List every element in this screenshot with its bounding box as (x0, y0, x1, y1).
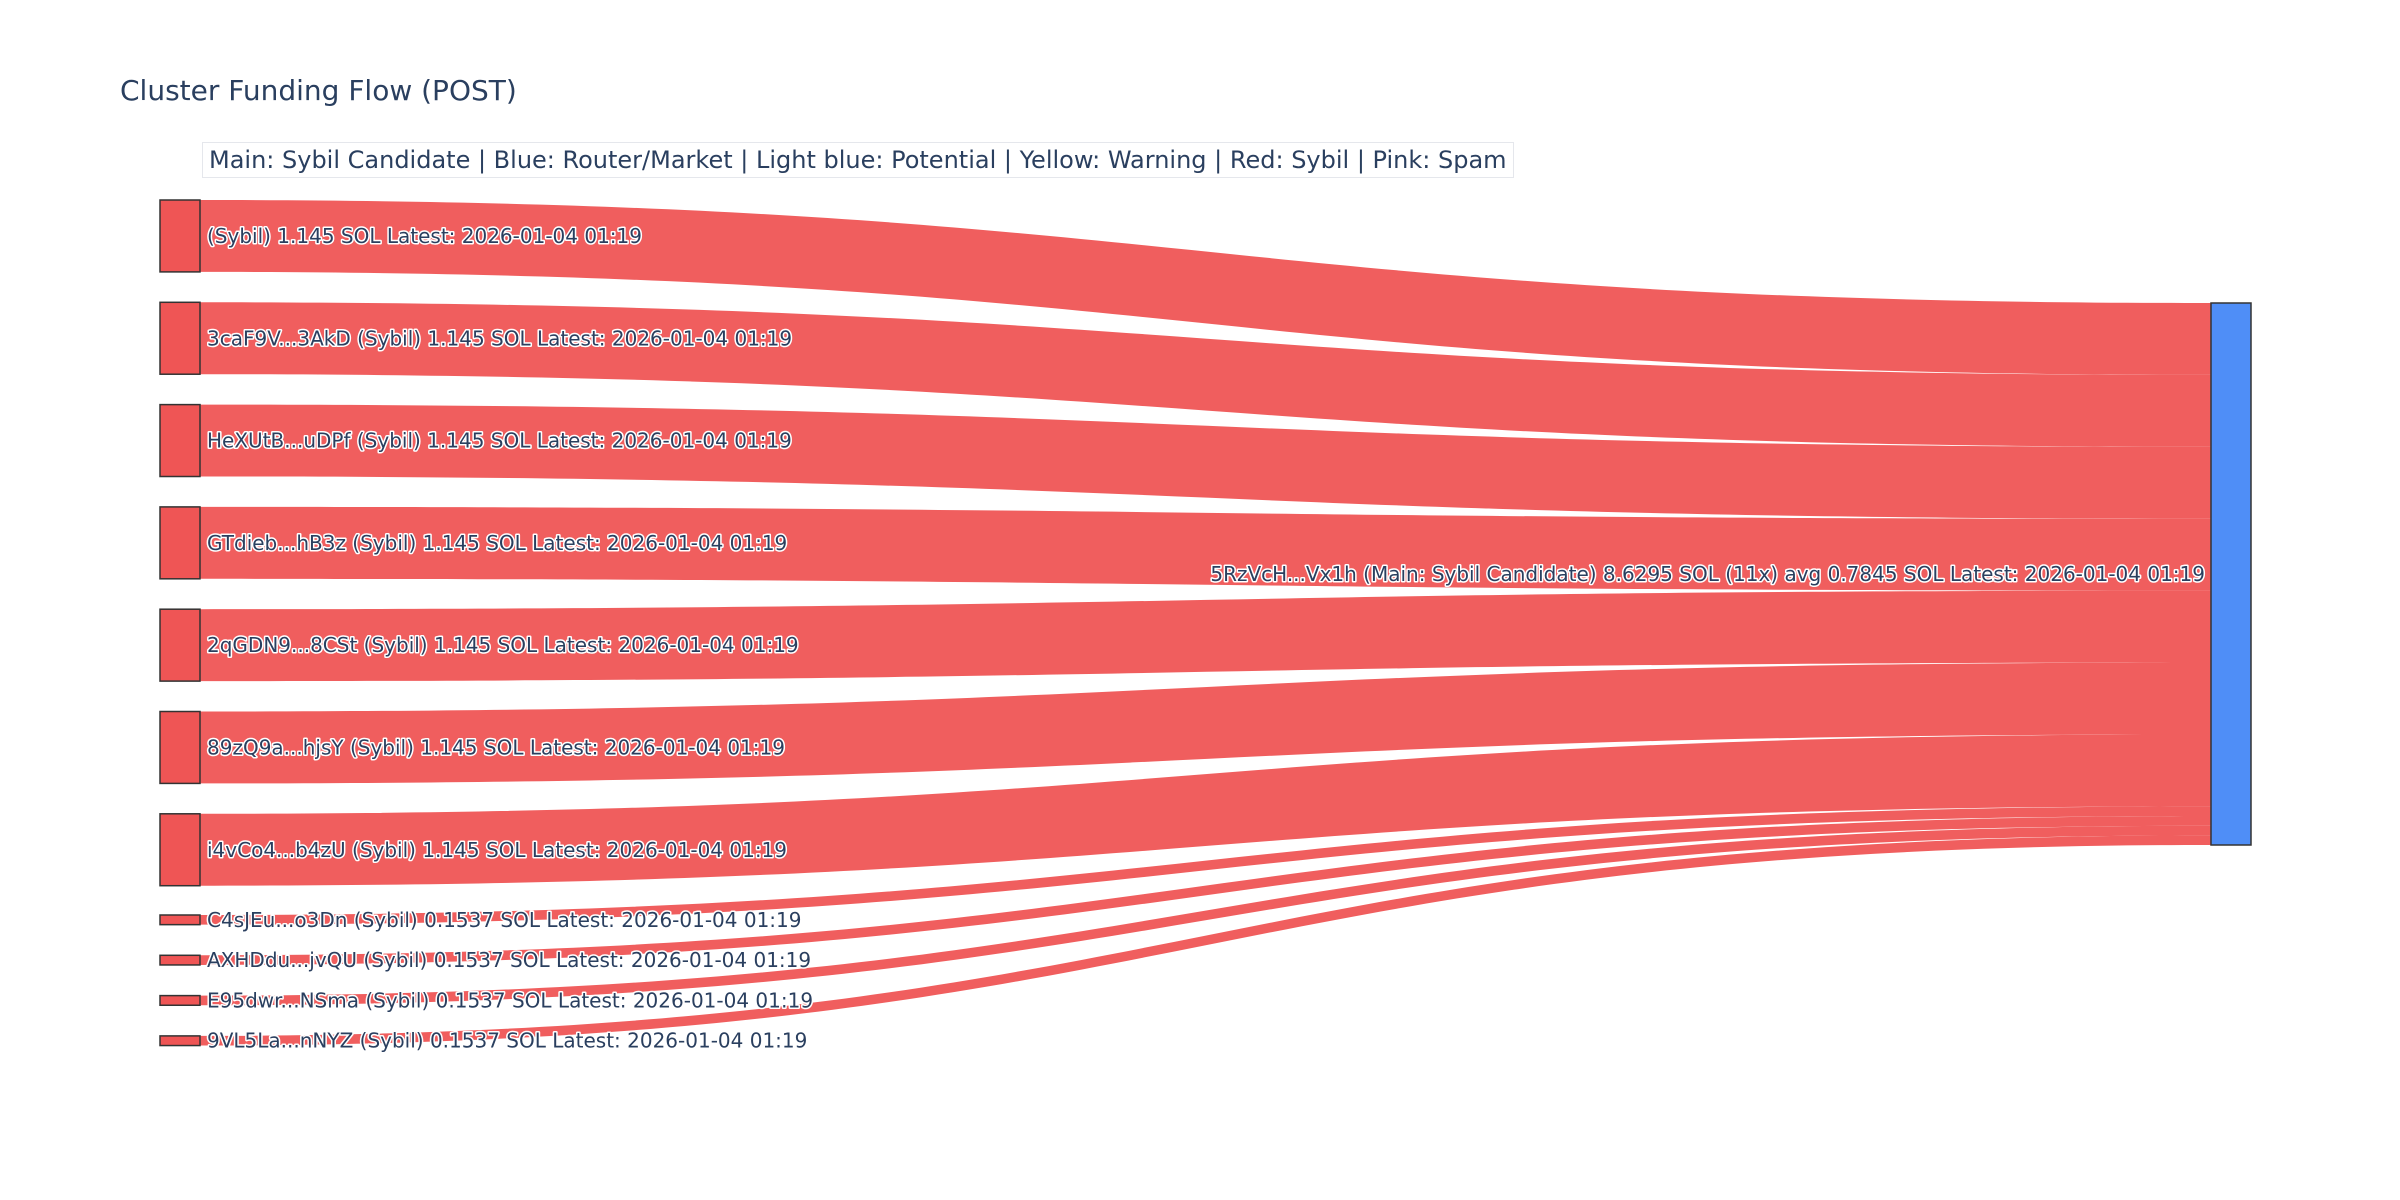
sankey-link[interactable] (200, 200, 2211, 375)
source-node[interactable] (159, 608, 201, 682)
source-node-label: HeXUtB...uDPf (Sybil) 1.145 SOL Latest: … (207, 429, 792, 453)
source-node[interactable] (159, 954, 201, 966)
source-node[interactable] (159, 506, 201, 580)
source-node[interactable] (159, 994, 201, 1007)
target-node[interactable] (2210, 302, 2252, 846)
source-node-label: C4sJEu...o3Dn (Sybil) 0.1537 SOL Latest:… (207, 908, 802, 932)
links-group (200, 200, 2211, 1046)
source-node-label: 89zQ9a...hjsY (Sybil) 1.145 SOL Latest: … (207, 735, 785, 759)
sankey-link[interactable] (200, 590, 2211, 682)
source-node-label: 3caF9V...3AkD (Sybil) 1.145 SOL Latest: … (207, 326, 792, 350)
source-node[interactable] (159, 301, 201, 375)
source-node[interactable] (159, 710, 201, 785)
legend-annotation: Main: Sybil Candidate | Blue: Router/Mar… (202, 142, 1514, 178)
source-node-label: AXHDdu...jvQU (Sybil) 0.1537 SOL Latest:… (207, 948, 811, 972)
sankey-link[interactable] (200, 506, 2211, 591)
source-node-label: (Sybil) 1.145 SOL Latest: 2026-01-04 01:… (207, 224, 642, 248)
sankey-link[interactable] (200, 816, 2211, 965)
sankey-link[interactable] (200, 302, 2211, 447)
source-node[interactable] (159, 403, 201, 478)
source-node-label: 9VL5La...nNYZ (Sybil) 0.1537 SOL Latest:… (207, 1029, 807, 1053)
sankey-link[interactable] (200, 806, 2211, 925)
source-node-label: 2qGDN9...8CSt (Sybil) 1.145 SOL Latest: … (207, 633, 799, 657)
source-node[interactable] (159, 813, 201, 887)
sankey-link[interactable] (200, 662, 2211, 784)
source-node-label: E95dwr...NSma (Sybil) 0.1537 SOL Latest:… (207, 988, 813, 1012)
labels-group: (Sybil) 1.145 SOL Latest: 2026-01-04 01:… (206, 222, 2207, 1054)
source-node[interactable] (159, 914, 201, 926)
nodes-group (159, 199, 2252, 1047)
source-node[interactable] (159, 199, 201, 273)
sankey-link[interactable] (200, 404, 2211, 519)
source-node-label: GTdieb...hB3z (Sybil) 1.145 SOL Latest: … (207, 531, 787, 555)
sankey-link[interactable] (200, 835, 2211, 1046)
sankey-link[interactable] (200, 825, 2211, 1006)
source-node-label: i4vCo4...b4zU (Sybil) 1.145 SOL Latest: … (207, 838, 787, 862)
sankey-link[interactable] (200, 734, 2211, 886)
chart-title: Cluster Funding Flow (POST) (120, 74, 517, 107)
target-node-label: 5RzVcH...Vx1h (Main: Sybil Candidate) 8.… (1210, 562, 2205, 586)
source-node[interactable] (159, 1035, 201, 1047)
